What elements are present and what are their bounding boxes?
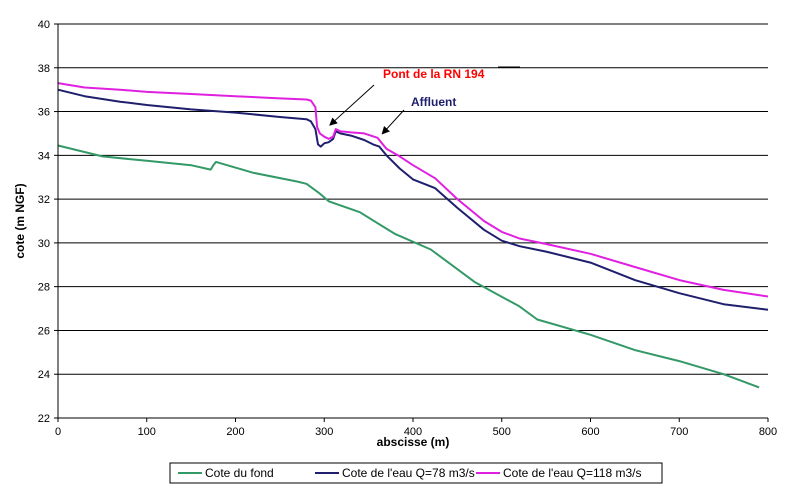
legend: Cote du fond Cote de l'eau Q=78 m3/s Cote … [169,462,663,484]
x-axis-title: abscisse (m) [377,435,450,449]
x-tick-label-8: 800 [759,426,777,438]
series-line-1 [57,88,769,311]
y-tick-label-7: 36 [38,107,50,119]
x-tick-label-4: 400 [404,426,422,438]
x-tick-label-0: 0 [55,426,61,438]
x-tick-label-3: 300 [315,426,333,438]
x-tick-label-5: 500 [493,426,511,438]
x-tick-label-7: 700 [670,426,688,438]
legend-label-2: Cote de l'eau Q=118 m3/s [503,466,642,480]
y-tick-label-1: 24 [38,369,50,381]
series-layer [57,82,769,389]
y-tick-label-8: 38 [38,63,50,75]
series-line-0 [57,144,760,389]
x-tick-label-2: 200 [226,426,244,438]
y-axis-title: cote (m NGF) [13,183,27,258]
annotations: Pont de la RN 194 Affluent [329,66,520,135]
annotation-arrow-1 [381,109,405,135]
x-tick-label-6: 600 [581,426,599,438]
y-tick-label-4: 30 [38,238,50,250]
plot-area [58,24,768,418]
y-tick-label-2: 26 [38,325,50,337]
y-tick-label-0: 22 [38,413,50,425]
y-tick-label-6: 34 [38,150,50,162]
annotation-arrow-0 [329,84,375,126]
x-tick-label-1: 100 [138,426,156,438]
annotation-label-1: Affluent [411,95,456,109]
y-tick-label-5: 32 [38,194,50,206]
grid-lines [58,23,768,375]
legend-box [169,462,663,484]
legend-label-1: Cote de l'eau Q=78 m3/s [342,466,475,480]
y-tick-label-3: 28 [38,282,50,294]
y-tick-label-9: 40 [38,19,50,31]
legend-label-0: Cote du fond [205,466,274,480]
series-line-2 [57,82,769,298]
annotation-label-0: Pont de la RN 194 [383,67,485,81]
